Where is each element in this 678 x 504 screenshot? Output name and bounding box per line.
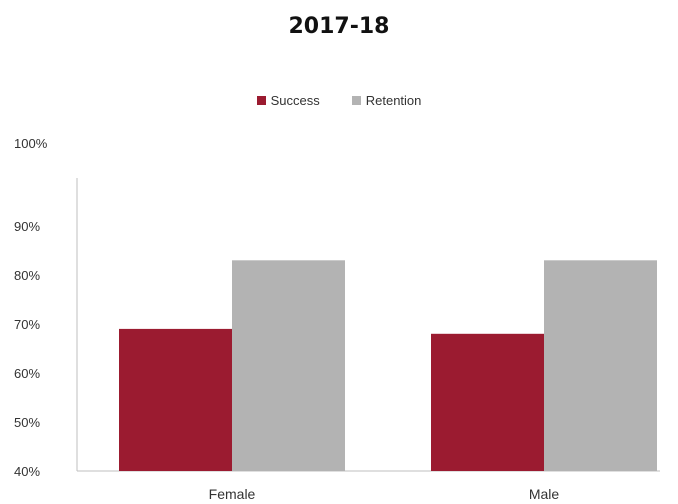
y-tick-label: 90% xyxy=(14,219,40,234)
bar-retention-male xyxy=(544,260,657,471)
y-tick-label: 70% xyxy=(14,317,40,332)
legend-item-retention: Retention xyxy=(351,92,422,108)
legend: Success Retention xyxy=(0,91,678,109)
y-tick-label: 50% xyxy=(14,415,40,430)
chart-title: 2017-18 xyxy=(288,14,390,39)
x-tick-label: Male xyxy=(529,486,560,502)
bar-success-male xyxy=(431,333,544,471)
bar-success-female xyxy=(119,328,232,471)
legend-item-success: Success xyxy=(256,92,320,108)
y-tick-label: 80% xyxy=(14,268,40,283)
bar-retention-female xyxy=(232,260,345,471)
y-tick-label: 100% xyxy=(14,136,48,151)
legend-swatch-retention xyxy=(351,95,361,105)
y-tick-label: 40% xyxy=(14,464,40,479)
legend-swatch-success xyxy=(256,95,266,105)
legend-label-success: Success xyxy=(270,92,320,108)
y-tick-label: 60% xyxy=(14,366,40,381)
x-tick-label: Female xyxy=(209,486,256,502)
legend-label-retention: Retention xyxy=(365,92,422,108)
